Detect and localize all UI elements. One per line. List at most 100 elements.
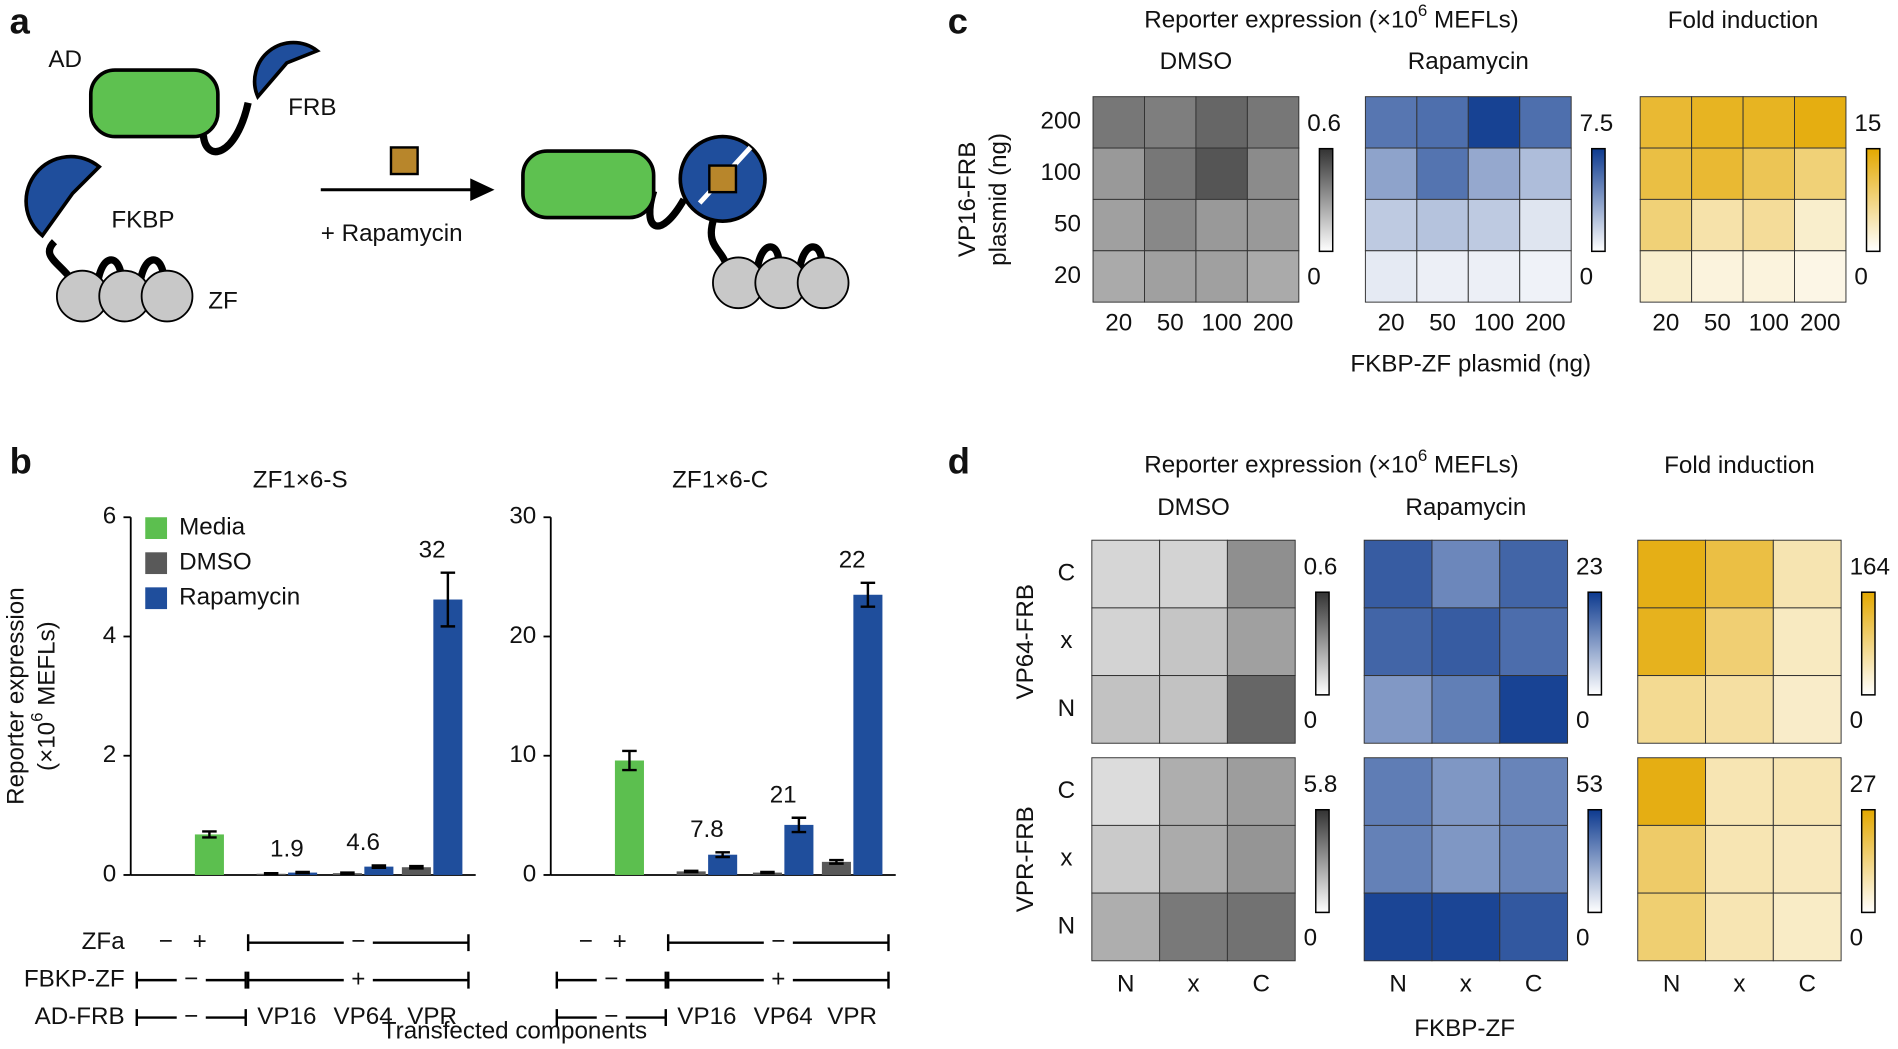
zf-finger: [796, 256, 850, 310]
heatmap-cell: [1637, 539, 1707, 609]
heatmap-cell: [1519, 250, 1572, 303]
condition-entry: −: [159, 928, 173, 955]
colorbar-label: 0: [1580, 263, 1593, 290]
heatmap-cell: [1499, 675, 1569, 744]
row-label: 20: [1054, 262, 1081, 289]
arrow-head: [470, 178, 495, 202]
column-label: x: [1733, 970, 1745, 997]
heatmap-cell: [1705, 757, 1774, 826]
error-bar: [340, 871, 355, 875]
row-label: N: [1058, 912, 1075, 939]
error-bar: [371, 864, 387, 870]
heatmap-cell: [1431, 892, 1501, 962]
heatmap-cell: [1499, 539, 1569, 609]
super-title-part: MEFLs): [1427, 7, 1518, 34]
zf-finger: [140, 269, 194, 323]
label-ad: AD: [48, 46, 82, 73]
bracket-gap: [176, 972, 206, 988]
column-label: 200: [1800, 309, 1840, 336]
heatmap-cell: [1637, 675, 1707, 744]
column-label: 20: [1105, 309, 1132, 336]
heatmap-cell: [1705, 539, 1774, 609]
condition-entry: VP64: [334, 1003, 393, 1030]
y-axis-label: (×106 MEFLs): [28, 621, 61, 771]
heatmap-cell: [1639, 96, 1693, 149]
error-bar: [791, 816, 807, 834]
diagram: [24, 40, 850, 323]
column-label: 100: [1749, 309, 1789, 336]
heatmap-cell: [1092, 147, 1145, 200]
error-bar: [683, 869, 699, 874]
colorbar: [1315, 808, 1330, 914]
colorbar: [1315, 591, 1330, 696]
ad-domain: [521, 149, 656, 220]
heatmap-cell: [1467, 96, 1521, 149]
frb-domain: [252, 40, 321, 101]
heatmap-cell: [1226, 892, 1296, 962]
colorbar: [1591, 147, 1606, 253]
super-title-part: 6: [1418, 446, 1427, 465]
colorbar: [1318, 147, 1334, 253]
condition-entry: +: [193, 928, 207, 955]
map-title: DMSO: [1160, 48, 1233, 75]
panel-label: b: [10, 441, 32, 482]
heatmap-cell: [1499, 757, 1569, 826]
heatmap-cell: [1091, 539, 1161, 609]
column-label: x: [1187, 970, 1199, 997]
heatmap-cell: [1226, 675, 1296, 744]
heatmap-cell: [1637, 757, 1707, 826]
y-axis-label-part: 6: [28, 713, 47, 722]
row-label: N: [1058, 695, 1075, 722]
heatmap-cell: [1637, 892, 1707, 962]
error-bar: [440, 571, 456, 628]
error-bar: [829, 858, 844, 865]
heatmap-cell: [1091, 757, 1161, 826]
heatmap-cell: [1772, 757, 1842, 826]
bracket-gap: [596, 1010, 626, 1025]
row-label: x: [1060, 845, 1072, 872]
panel-label: a: [10, 1, 31, 42]
column-label: 50: [1704, 309, 1731, 336]
condition-name: AD-FRB: [35, 1003, 125, 1030]
heatmap-cell: [1226, 607, 1296, 677]
heatmap-cell: [1144, 198, 1197, 252]
heatmap-cell: [1794, 250, 1847, 303]
fold-label: 32: [419, 536, 446, 563]
legend-swatch: [145, 552, 168, 575]
heatmap-cell: [1639, 250, 1693, 303]
heatmap-cell: [1091, 892, 1161, 962]
condition-entry: −: [184, 966, 198, 993]
column-label: 20: [1378, 309, 1405, 336]
condition-entry: VP64: [754, 1003, 813, 1030]
label-fkbp: FKBP: [111, 207, 174, 234]
label-frb: FRB: [288, 94, 336, 121]
heatmap-cell: [1705, 675, 1774, 744]
heatmap-cell: [1691, 96, 1744, 149]
column-label: 50: [1429, 309, 1456, 336]
error-bar: [295, 870, 310, 875]
heatmap-cell: [1195, 198, 1248, 252]
heatmap-cell: [1364, 198, 1418, 252]
column-label: N: [1389, 970, 1406, 997]
heatmap-cell: [1092, 96, 1145, 149]
rapamycin: [708, 164, 738, 194]
y-axis-label: plasmid (ng): [985, 133, 1012, 266]
x-axis-label: FKBP-ZF plasmid (ng): [1350, 350, 1591, 377]
y-tick-label: 10: [509, 741, 536, 768]
fold-label: 7.8: [690, 816, 724, 843]
column-label: 20: [1652, 309, 1679, 336]
heatmap-cell: [1639, 147, 1693, 200]
column-label: 200: [1525, 309, 1565, 336]
error-bar: [263, 871, 279, 876]
error-bar: [860, 581, 876, 608]
map-title: Rapamycin: [1408, 48, 1529, 75]
legend-swatch: [145, 517, 168, 540]
chart-title: ZF1×6-C: [672, 466, 768, 493]
y-axis-label-part: (×10: [34, 722, 61, 771]
bracket-gap: [763, 935, 793, 950]
row-label: C: [1058, 559, 1075, 586]
condition-entry: VPR: [827, 1003, 877, 1030]
colorbar: [1860, 808, 1876, 914]
super-title-part: Reporter expression (×10: [1144, 452, 1418, 479]
